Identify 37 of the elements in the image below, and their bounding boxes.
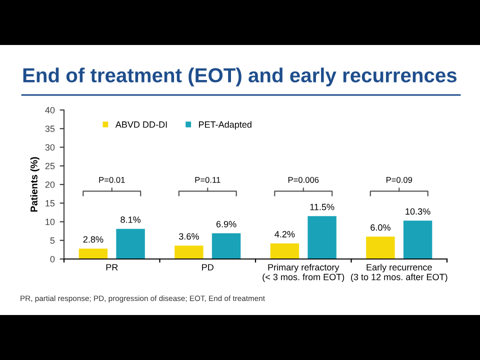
legend-label: ABVD DD-DI: [115, 121, 167, 128]
x-tick-label: Early recurrence (3 to 12 mos. after EOT): [351, 264, 448, 282]
data-label: 4.2%: [274, 231, 295, 238]
annotation: P=0.006: [288, 176, 319, 183]
y-tick-label: 40: [45, 106, 55, 114]
legend-label: PET-Adapted: [199, 121, 252, 130]
chart-title: End of treatment (EOT) and early recurrences: [23, 68, 457, 86]
y-tick-label: 35: [45, 126, 55, 132]
bar: [270, 243, 300, 259]
data-label: 8.1%: [120, 216, 141, 223]
y-tick-label: 25: [45, 162, 55, 170]
y-tick-label: 20: [45, 181, 55, 188]
y-tick-label: 15: [46, 200, 55, 206]
data-label: 10.3%: [406, 208, 430, 215]
bar: [78, 248, 108, 259]
bar: [403, 220, 432, 259]
bar: [308, 216, 336, 259]
x-tick-label: PR: [106, 264, 118, 270]
data-label: 6.0%: [370, 224, 390, 231]
y-tick-label: 30: [45, 144, 55, 151]
bar: [174, 246, 204, 259]
y-tick-label: 0: [50, 256, 55, 262]
x-tick-label: Primary refractory (< 3 mos. from EOT): [262, 264, 344, 282]
bar: [366, 236, 395, 259]
data-label: 11.5%: [310, 204, 334, 210]
y-tick-label: 5: [50, 237, 55, 244]
y-axis-title: Patients (%): [30, 157, 40, 212]
data-label: 6.9%: [216, 220, 236, 228]
data-label: 2.8%: [83, 236, 104, 243]
annotation: P=0.11: [195, 176, 220, 183]
x-tick-label: PD: [202, 264, 214, 270]
bar: [212, 233, 241, 259]
y-tick-label: 10: [46, 218, 55, 226]
annotation: P=0.09: [386, 176, 412, 183]
annotation: P=0.01: [99, 176, 125, 183]
data-label: 3.6%: [179, 233, 199, 240]
bar: [116, 228, 145, 259]
